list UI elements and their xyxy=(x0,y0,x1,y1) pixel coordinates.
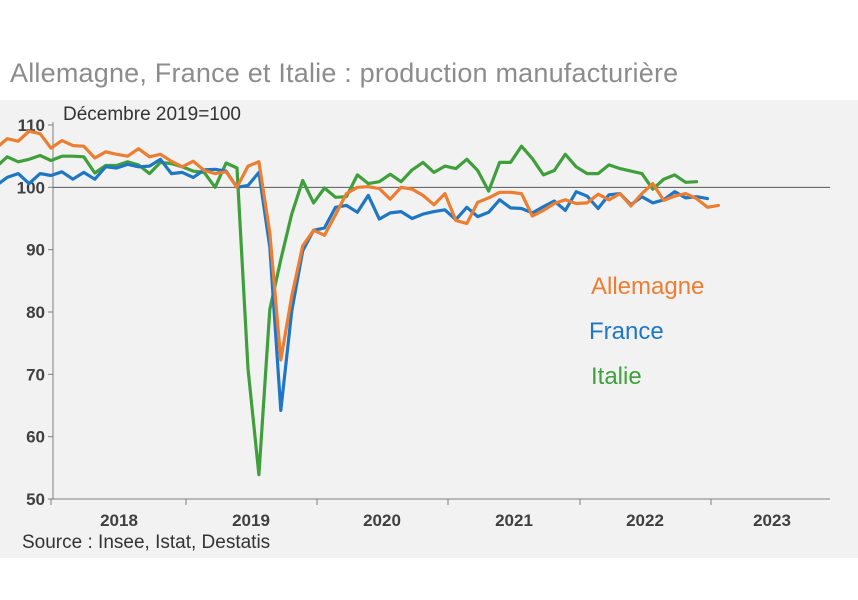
y-tick-label: 60 xyxy=(26,428,45,447)
x-tick-label: 2022 xyxy=(626,511,664,530)
y-tick-label: 90 xyxy=(26,241,45,260)
chart-title: Allemagne, France et Italie : production… xyxy=(10,58,679,88)
plot-background xyxy=(0,100,858,558)
y-tick-label: 70 xyxy=(26,365,45,384)
legend-label-italie: Italie xyxy=(591,363,642,390)
line-chart: 50 60 70 80 90 100 110 2018 2019 2020 2021 2022 2023… xyxy=(0,116,830,530)
y-tick-label: 50 xyxy=(26,490,45,509)
x-tick-label: 2019 xyxy=(232,511,270,530)
series-line-allemagne xyxy=(0,129,721,362)
y-tick-label: 110 xyxy=(18,116,45,135)
y-tick-label: 80 xyxy=(26,303,45,322)
series-line-france xyxy=(0,157,710,413)
chart-panel: Allemagne, France et Italie : production… xyxy=(0,58,858,558)
x-tick-label: 2023 xyxy=(753,511,791,530)
series-line-italie xyxy=(0,144,699,477)
chart-source: Source : Insee, Istat, Destatis xyxy=(22,532,271,553)
legend-label-allemagne: Allemagne xyxy=(591,273,704,300)
chart-subtitle: Décembre 2019=100 xyxy=(63,104,241,125)
x-tick-label: 2021 xyxy=(495,511,533,530)
x-tick-label: 2020 xyxy=(363,511,401,530)
x-tick-label: 2018 xyxy=(100,511,138,530)
y-tick-label: 100 xyxy=(17,178,45,197)
legend-label-france: France xyxy=(589,318,664,345)
